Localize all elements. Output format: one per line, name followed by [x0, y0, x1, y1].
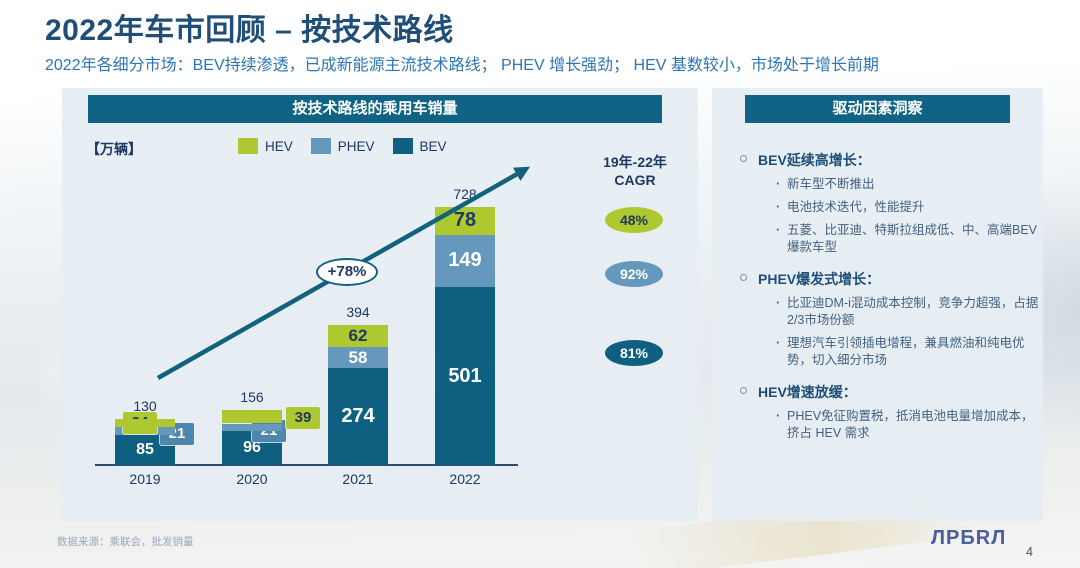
dot-bullet-icon: ·	[776, 336, 781, 350]
insight-heading: BEV延续高增长：	[738, 151, 1030, 169]
insight-section-phev: PHEV爆发式增长： · 比亚迪DM-i混动成本控制，竞争力超强，占据2/3市场…	[738, 270, 1038, 369]
dot-bullet-icon: ·	[776, 200, 781, 214]
insight-bullet-text: 五菱、比亚迪、特斯拉组成低、中、高端BEV爆款车型	[787, 223, 1038, 254]
insight-heading-text: HEV增速放缓：	[758, 384, 857, 400]
dot-bullet-icon: ·	[776, 177, 781, 191]
insight-bullet: · 电池技术迭代，性能提升	[776, 199, 1039, 216]
insight-bullet: · 新车型不断推出	[776, 176, 1039, 193]
circle-bullet-icon	[740, 155, 747, 162]
insight-bullet-text: 理想汽车引领插电增程，兼具燃油和纯电优势，切入细分市场	[787, 336, 1025, 367]
chart-panel-title: 按技术路线的乘用车销量	[88, 95, 662, 123]
page-title: 2022年车市回顾 – 按技术路线	[45, 14, 454, 47]
insight-heading: PHEV爆发式增长：	[738, 270, 1030, 288]
page-number: 4	[1026, 545, 1033, 559]
insight-bullet-text: 比亚迪DM-i混动成本控制，竞争力超强，占据2/3市场份额	[787, 296, 1039, 327]
insight-heading-text: PHEV爆发式增长：	[758, 271, 881, 287]
insight-section-bev: BEV延续高增长： · 新车型不断推出 · 电池技术迭代，性能提升 · 五菱、比…	[738, 151, 1037, 256]
insight-bullet: · 五菱、比亚迪、特斯拉组成低、中、高端BEV爆款车型	[776, 222, 1039, 256]
chart-panel: 按技术路线的乘用车销量	[62, 88, 698, 521]
company-logo: ЛРБRЛ	[931, 527, 1007, 549]
insight-panel-title: 驱动因素洞察	[745, 95, 1010, 123]
insight-panel: 驱动因素洞察 BEV延续高增长： · 新车型不断推出 · 电池技术迭代，性能提升…	[712, 88, 1043, 521]
page-subtitle: 2022年各细分市场：BEV持续渗透，已成新能源主流技术路线； PHEV 增长强…	[45, 57, 879, 74]
insight-bullet: · PHEV免征购置税，抵消电池电量增加成本，挤占 HEV 需求	[776, 408, 1039, 442]
data-source-note: 数据来源：乘联会，批发销量	[57, 536, 194, 548]
insight-bullet-text: 电池技术迭代，性能提升	[787, 200, 925, 214]
dot-bullet-icon: ·	[776, 223, 781, 237]
insight-bullet: · 理想汽车引领插电增程，兼具燃油和纯电优势，切入细分市场	[776, 335, 1039, 369]
dot-bullet-icon: ·	[776, 296, 781, 310]
insight-bullet-text: PHEV免征购置税，抵消电池电量增加成本，挤占 HEV 需求	[787, 409, 1034, 440]
insight-bullet-text: 新车型不断推出	[787, 177, 875, 191]
circle-bullet-icon	[740, 274, 747, 281]
insight-heading: HEV增速放缓：	[738, 383, 1030, 401]
dot-bullet-icon: ·	[776, 409, 781, 423]
insight-content: BEV延续高增长： · 新车型不断推出 · 电池技术迭代，性能提升 · 五菱、比…	[738, 151, 1038, 456]
insight-section-hev: HEV增速放缓： · PHEV免征购置税，抵消电池电量增加成本，挤占 HEV 需…	[738, 383, 1034, 442]
insight-heading-text: BEV延续高增长：	[758, 152, 871, 168]
insight-bullet: · 比亚迪DM-i混动成本控制，竞争力超强，占据2/3市场份额	[776, 295, 1039, 329]
circle-bullet-icon	[740, 387, 747, 394]
